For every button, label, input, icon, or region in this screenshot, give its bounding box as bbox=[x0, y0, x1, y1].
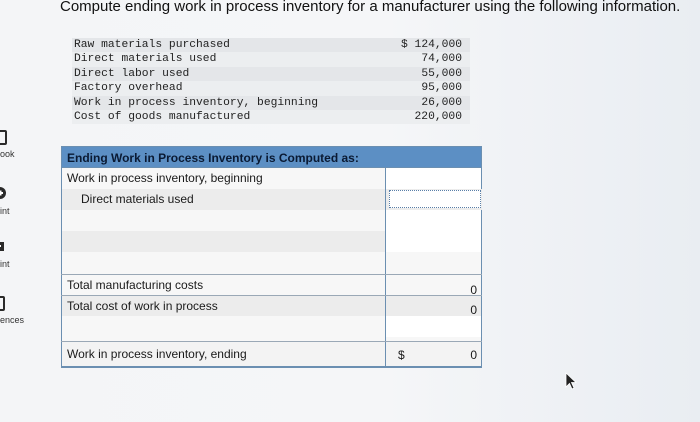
given-value: 26,000 bbox=[421, 96, 462, 109]
table-row bbox=[61, 252, 482, 274]
given-data-table: Raw materials purchased $ 124,000 Direct… bbox=[72, 38, 470, 125]
label-cell bbox=[61, 252, 386, 274]
sidenav-item-label: int bbox=[0, 206, 10, 216]
table-row bbox=[61, 231, 482, 253]
book-icon bbox=[0, 130, 7, 145]
calc-table: Ending Work in Process Inventory is Comp… bbox=[61, 146, 482, 368]
table-row bbox=[61, 316, 482, 338]
total-cost-wip-value: 0 bbox=[470, 303, 477, 317]
given-label: Raw materials purchased bbox=[74, 39, 230, 51]
given-row: Direct labor used 55,000 bbox=[72, 66, 470, 82]
label-input-blank-2[interactable] bbox=[61, 231, 386, 252]
table-row bbox=[61, 337, 482, 341]
total-manufacturing-costs-value: 0 bbox=[470, 283, 477, 297]
amount-input-beginning[interactable] bbox=[386, 168, 482, 189]
amount-cell bbox=[386, 252, 482, 274]
given-value: 220,000 bbox=[414, 110, 462, 123]
table-row: Total manufacturing costs 0 bbox=[61, 274, 482, 297]
label-input-blank-3[interactable] bbox=[61, 316, 386, 337]
references-icon bbox=[0, 296, 5, 311]
hint-icon bbox=[0, 242, 4, 251]
amount-input-blank-2[interactable] bbox=[386, 231, 482, 252]
table-row bbox=[61, 210, 482, 232]
table-row: Work in process inventory, ending $ 0 bbox=[61, 341, 482, 368]
amount-input-blank-3[interactable] bbox=[386, 316, 482, 337]
side-navigation: ook int int ences bbox=[0, 0, 36, 422]
mouse-cursor-icon bbox=[565, 372, 578, 390]
label-cell: Total cost of work in process bbox=[61, 296, 386, 317]
table-row: Direct materials used bbox=[61, 189, 482, 211]
label-input-blank-1[interactable] bbox=[61, 210, 386, 231]
sidenav-item-references[interactable]: ences bbox=[0, 296, 34, 336]
given-value: 55,000 bbox=[421, 67, 462, 80]
sidenav-item-label: ook bbox=[0, 149, 15, 159]
currency-symbol: $ bbox=[398, 348, 405, 362]
label-cell: Work in process inventory, beginning bbox=[61, 168, 386, 189]
wip-ending-value: 0 bbox=[470, 348, 477, 362]
calc-header: Ending Work in Process Inventory is Comp… bbox=[67, 151, 359, 165]
given-value: $ 124,000 bbox=[400, 39, 462, 51]
amount-cell: 0 bbox=[386, 275, 482, 297]
row-label-direct-materials: Direct materials used bbox=[81, 192, 194, 206]
given-value: 95,000 bbox=[421, 82, 462, 95]
amount-input-direct-materials[interactable] bbox=[389, 190, 481, 208]
print-icon bbox=[0, 187, 6, 199]
given-row: Raw materials purchased $ 124,000 bbox=[72, 38, 470, 53]
sidenav-item-hint[interactable]: int bbox=[0, 240, 34, 280]
given-label: Work in process inventory, beginning bbox=[74, 96, 319, 109]
sidenav-item-ebook[interactable]: ook bbox=[0, 130, 34, 170]
sidenav-item-label: int bbox=[0, 259, 10, 269]
label-cell: Work in process inventory, ending bbox=[61, 342, 386, 366]
label-cell: Total manufacturing costs bbox=[61, 275, 386, 296]
row-label-total-manufacturing-costs: Total manufacturing costs bbox=[67, 278, 204, 292]
given-row: Factory overhead 95,000 bbox=[72, 81, 470, 96]
amount-input-blank-1[interactable] bbox=[386, 210, 482, 231]
given-label: Direct materials used bbox=[74, 53, 217, 66]
given-label: Cost of goods manufactured bbox=[74, 110, 251, 123]
given-value: 74,000 bbox=[421, 53, 462, 66]
given-row: Cost of goods manufactured 220,000 bbox=[72, 109, 470, 125]
given-label: Factory overhead bbox=[74, 82, 183, 95]
amount-cell: 0 bbox=[386, 296, 482, 317]
calc-header-row: Ending Work in Process Inventory is Comp… bbox=[61, 146, 482, 168]
question-title: Compute ending work in process inventory… bbox=[60, 0, 681, 15]
given-row: Direct materials used 74,000 bbox=[72, 52, 470, 67]
row-label-beginning: Work in process inventory, beginning bbox=[67, 171, 263, 185]
row-label-total-cost-wip: Total cost of work in process bbox=[67, 299, 218, 313]
table-row: Work in process inventory, beginning bbox=[61, 168, 482, 190]
sidenav-item-label: ences bbox=[0, 315, 25, 325]
label-cell: Direct materials used bbox=[61, 189, 386, 210]
amount-cell bbox=[386, 337, 482, 341]
given-label: Direct labor used bbox=[74, 67, 190, 80]
amount-cell: $ 0 bbox=[386, 342, 482, 366]
sidenav-item-print[interactable]: int bbox=[0, 186, 34, 226]
row-label-wip-ending: Work in process inventory, ending bbox=[67, 347, 247, 361]
label-cell bbox=[61, 337, 386, 341]
given-row: Work in process inventory, beginning 26,… bbox=[72, 95, 470, 110]
table-row: Total cost of work in process 0 bbox=[61, 295, 482, 318]
